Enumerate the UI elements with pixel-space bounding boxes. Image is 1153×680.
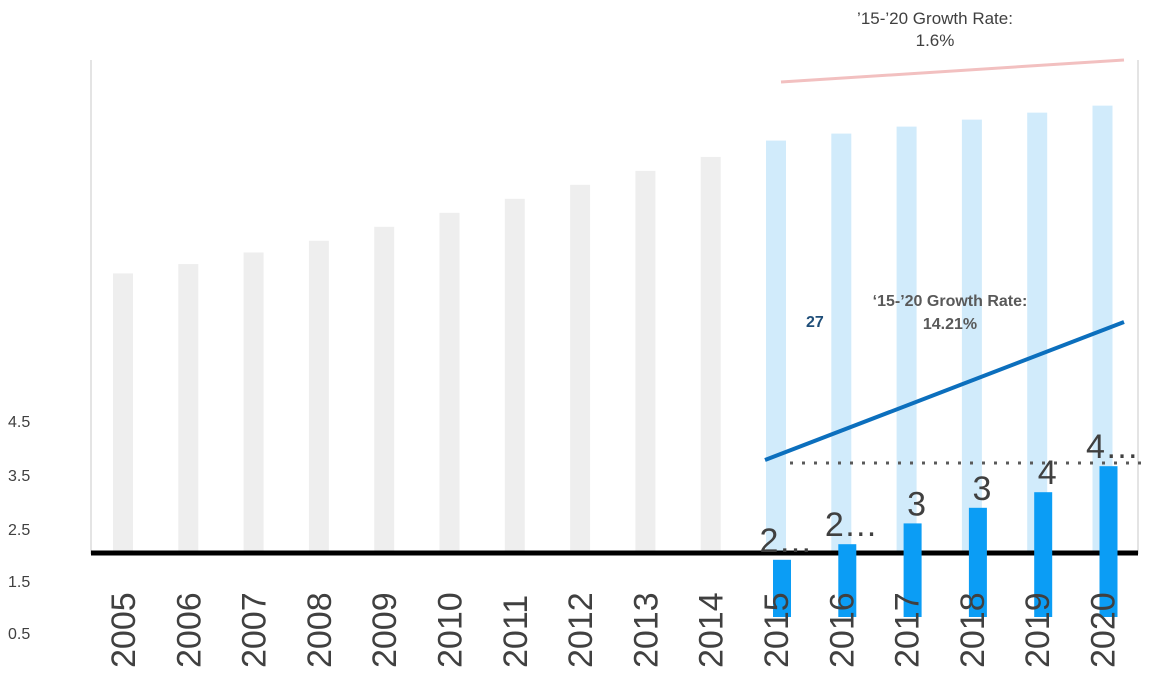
total-bar-2008 — [308, 240, 329, 553]
x-tick-label-2011: 2011 — [497, 595, 535, 668]
x-tick-label-2015: 2015 — [758, 592, 796, 668]
sub-data-label-2017: 3 — [907, 485, 926, 523]
x-tick-label-2006: 2006 — [170, 592, 208, 668]
sub-bar-2018 — [968, 507, 987, 617]
total-bar-2017 — [896, 126, 917, 554]
total-bar-2014 — [700, 156, 721, 553]
x-tick-label-2014: 2014 — [693, 592, 731, 668]
sub-bar-2019 — [1034, 492, 1053, 617]
sub-axis-tick: 2.5 — [8, 522, 31, 539]
x-tick-label-2009: 2009 — [366, 592, 404, 668]
total-bar-2012 — [570, 184, 591, 554]
x-tick-label-2010: 2010 — [432, 592, 470, 668]
sub-trend-line — [764, 320, 1125, 462]
x-tick-label-2019: 2019 — [1019, 592, 1057, 668]
sub-axis-tick: 1.5 — [8, 574, 31, 591]
x-tick-label-2016: 2016 — [823, 592, 861, 668]
sub-growth-annotation: ‘15-’20 Growth Rate: 14.21% — [872, 293, 1028, 333]
sub-bar-2015 — [773, 559, 791, 617]
total-bar-2016 — [831, 133, 852, 553]
sub-axis-tick: 0.5 — [8, 626, 31, 643]
total-bar-2006 — [178, 264, 199, 553]
total-bar-2009 — [374, 226, 395, 554]
x-tick-label-2020: 2020 — [1085, 592, 1123, 668]
total-bar-2018 — [961, 119, 982, 554]
sub-data-label-2016: 2… — [825, 506, 878, 544]
sub-axis-tick: 4.5 — [8, 414, 31, 431]
total-bar-2015 — [766, 140, 786, 553]
x-tick-label-2007: 2007 — [236, 592, 274, 668]
x-tick-label-2008: 2008 — [301, 592, 339, 668]
sub-bar-2016 — [838, 544, 857, 617]
sub-data-label-2015: 2… — [760, 522, 813, 560]
total-trend-line — [780, 58, 1125, 84]
sub-bar-2017 — [903, 523, 922, 617]
total-bar-2013 — [635, 170, 656, 553]
total-bar-2007 — [243, 252, 264, 553]
total-bar-2011 — [504, 198, 525, 553]
x-tick-label-2018: 2018 — [954, 592, 992, 668]
total-growth-annotation: ’15-’20 Growth Rate: 1.6% — [857, 9, 1013, 50]
sub-data-label-2018: 3 — [972, 470, 991, 508]
sub-bar-2020 — [1099, 466, 1118, 617]
total-bar-2005 — [113, 273, 133, 553]
total-bar-2019 — [1027, 112, 1048, 553]
x-tick-label-2012: 2012 — [562, 592, 600, 668]
x-tick-label-2013: 2013 — [627, 592, 665, 668]
sub-axis-tick: 3.5 — [8, 468, 31, 485]
sub-growth-value: 27 — [806, 314, 824, 331]
x-tick-label-2017: 2017 — [889, 592, 927, 668]
x-tick-label-2005: 2005 — [105, 592, 143, 668]
sub-data-label-2020: 4… — [1086, 428, 1139, 466]
total-bar-2010 — [439, 212, 460, 553]
sub-data-label-2019: 4 — [1038, 454, 1057, 492]
